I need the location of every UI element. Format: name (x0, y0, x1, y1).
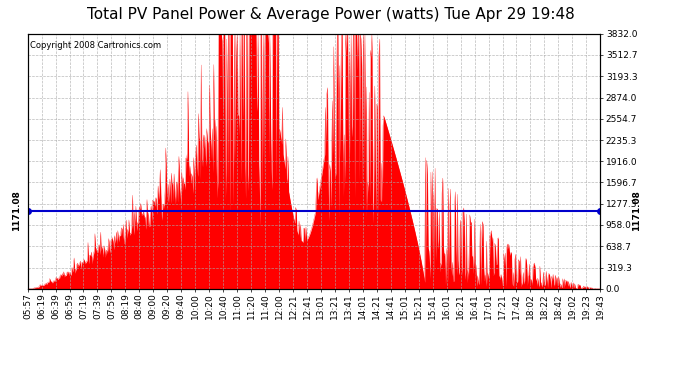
Text: 1171.08: 1171.08 (632, 190, 641, 231)
Text: Total PV Panel Power & Average Power (watts) Tue Apr 29 19:48: Total PV Panel Power & Average Power (wa… (88, 8, 575, 22)
Text: Copyright 2008 Cartronics.com: Copyright 2008 Cartronics.com (30, 41, 161, 50)
Text: 1171.08: 1171.08 (12, 190, 21, 231)
